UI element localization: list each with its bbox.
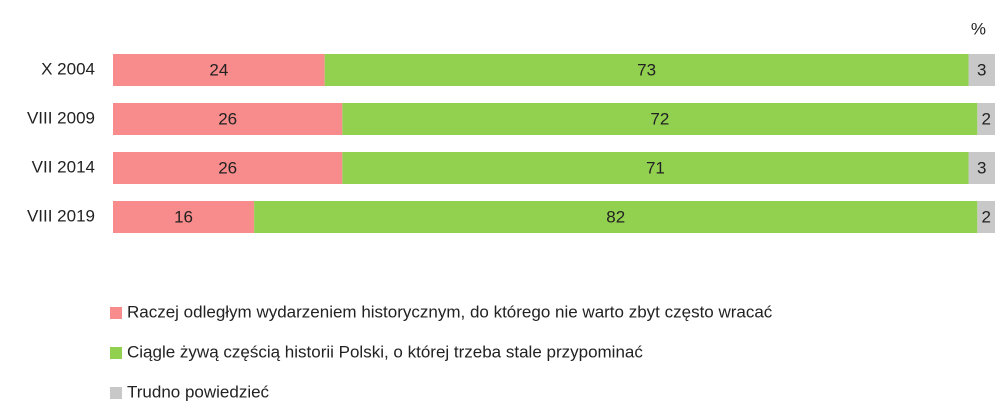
bar-segment	[113, 152, 343, 184]
category-label: VII 2014	[32, 157, 95, 176]
bar-segment	[342, 103, 978, 135]
bar-segment	[977, 201, 995, 233]
bar-segment	[342, 152, 969, 184]
bar-segment	[977, 103, 995, 135]
bar-segment	[113, 201, 255, 233]
legend-swatch	[110, 347, 122, 359]
value-label: 3	[977, 60, 986, 79]
value-label: 2	[981, 109, 990, 128]
value-label: 82	[606, 207, 625, 226]
legend-label: Trudno powiedzieć	[127, 382, 270, 401]
legend-label: Raczej odległym wydarzeniem historycznym…	[127, 302, 773, 321]
unit-label: %	[971, 19, 986, 38]
value-label: 72	[650, 109, 669, 128]
value-label: 3	[977, 158, 986, 177]
bar-segment	[324, 54, 969, 86]
bar-segment	[113, 103, 343, 135]
value-label: 73	[637, 60, 656, 79]
bar-segment	[113, 54, 325, 86]
legend-label: Ciągle żywą częścią historii Polski, o k…	[127, 342, 643, 361]
value-label: 16	[174, 207, 193, 226]
legend-swatch	[110, 387, 122, 399]
category-label: VIII 2019	[27, 206, 95, 225]
bar-segment	[254, 201, 978, 233]
bar-segment	[968, 54, 995, 86]
legend-swatch	[110, 307, 122, 319]
value-label: 26	[218, 158, 237, 177]
category-label: VIII 2009	[27, 108, 95, 127]
bar-segment	[968, 152, 995, 184]
value-label: 71	[646, 158, 665, 177]
value-label: 26	[218, 109, 237, 128]
value-label: 24	[209, 60, 228, 79]
category-label: X 2004	[41, 59, 95, 78]
value-label: 2	[981, 207, 990, 226]
